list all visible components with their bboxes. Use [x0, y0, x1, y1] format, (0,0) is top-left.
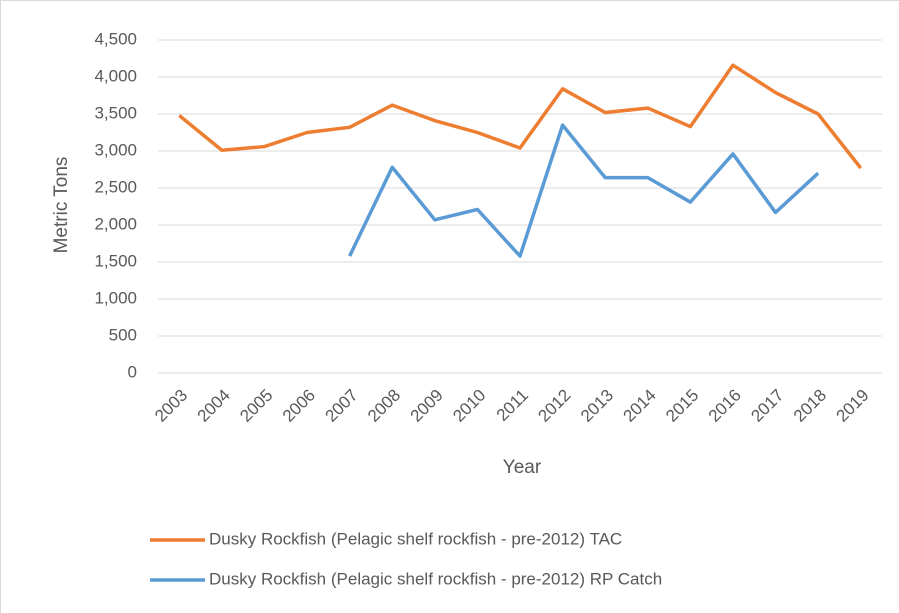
- x-tick-label: 2014: [620, 386, 660, 426]
- y-axis-label: Metric Tons: [51, 157, 72, 254]
- x-tick-label: 2012: [534, 386, 574, 426]
- x-tick-label: 2007: [321, 386, 361, 426]
- x-tick-label: 2004: [194, 386, 234, 426]
- y-tick-label: 2,000: [94, 214, 137, 233]
- y-tick-label: 4,000: [94, 66, 137, 85]
- x-tick-label: 2013: [577, 386, 617, 426]
- x-tick-label: 2016: [705, 386, 745, 426]
- y-tick-label: 4,500: [94, 29, 137, 48]
- y-tick-label: 3,500: [94, 103, 137, 122]
- y-tick-label: 0: [128, 362, 137, 381]
- x-tick-label: 2015: [662, 386, 702, 426]
- x-axis-label: Year: [503, 457, 542, 478]
- x-tick-label: 2018: [790, 386, 830, 426]
- x-tick-label: 2011: [493, 386, 532, 425]
- y-tick-label: 2,500: [94, 177, 137, 196]
- y-tick-label: 1,000: [94, 288, 137, 307]
- legend-label: Dusky Rockfish (Pelagic shelf rockfish -…: [209, 569, 662, 588]
- x-tick-label: 2008: [364, 386, 404, 426]
- y-tick-label: 3,000: [94, 140, 137, 159]
- x-tick-label: 2005: [236, 386, 276, 426]
- x-tick-label: 2017: [747, 386, 787, 426]
- x-tick-label: 2003: [151, 386, 191, 426]
- x-tick-label: 2009: [407, 386, 447, 426]
- line-series: [348, 123, 820, 258]
- x-tick-label: 2006: [279, 386, 319, 426]
- line-series: [178, 63, 863, 170]
- x-tick-label: 2019: [833, 386, 873, 426]
- y-tick-label: 500: [109, 325, 137, 344]
- y-tick-label: 1,500: [94, 251, 137, 270]
- legend-label: Dusky Rockfish (Pelagic shelf rockfish -…: [209, 529, 622, 548]
- x-tick-label: 2010: [449, 386, 489, 426]
